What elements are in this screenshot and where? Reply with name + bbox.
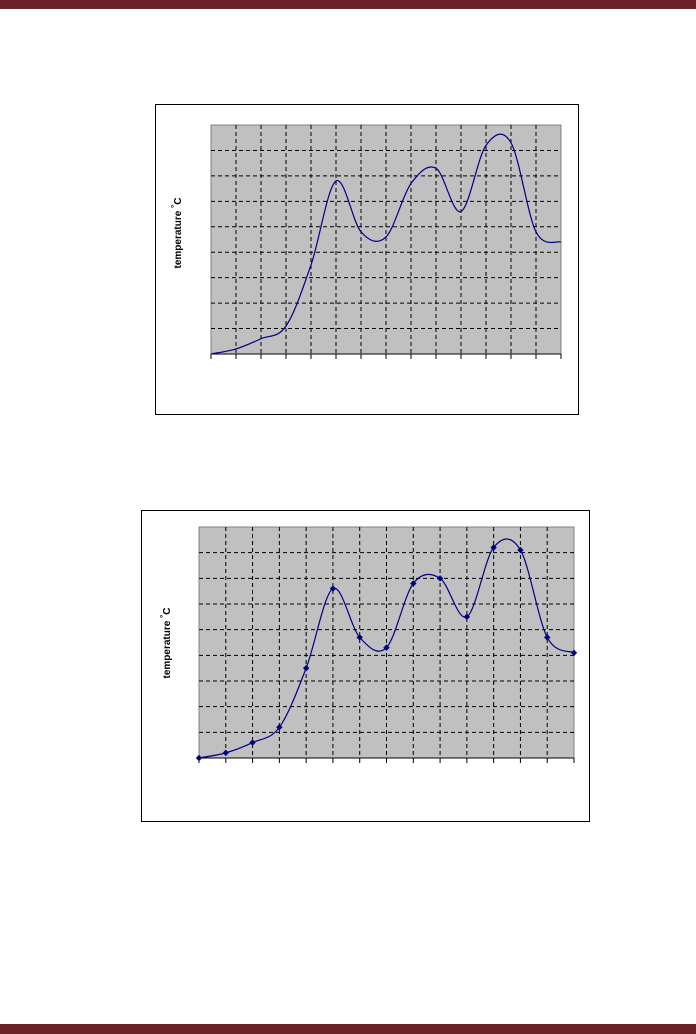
chart-2-data-point-8 [410,580,417,587]
chart-2-gridlines [199,527,574,758]
chart-1-svg: temperature °C [170,124,562,359]
top-header-band [0,0,696,9]
chart-1-series-line [210,133,562,355]
chart-1-y-axis-label: temperature °C [170,197,184,268]
chart-1-frame: temperature °C [155,104,579,415]
chart-2-data-point-2 [249,739,256,746]
chart-2-svg: temperature °C [159,526,578,763]
chart-2-frame: temperature °C [141,510,590,822]
chart-2-data-point-0 [195,754,203,762]
chart-1-gridlines [211,125,561,354]
chart-2-data-point-6 [356,634,363,641]
chart-2-y-axis-label: temperature °C [159,607,173,678]
bottom-footer-band [0,1024,696,1034]
chart-2-data-point-14 [570,649,578,656]
chart-2-data-point-11 [490,544,497,551]
